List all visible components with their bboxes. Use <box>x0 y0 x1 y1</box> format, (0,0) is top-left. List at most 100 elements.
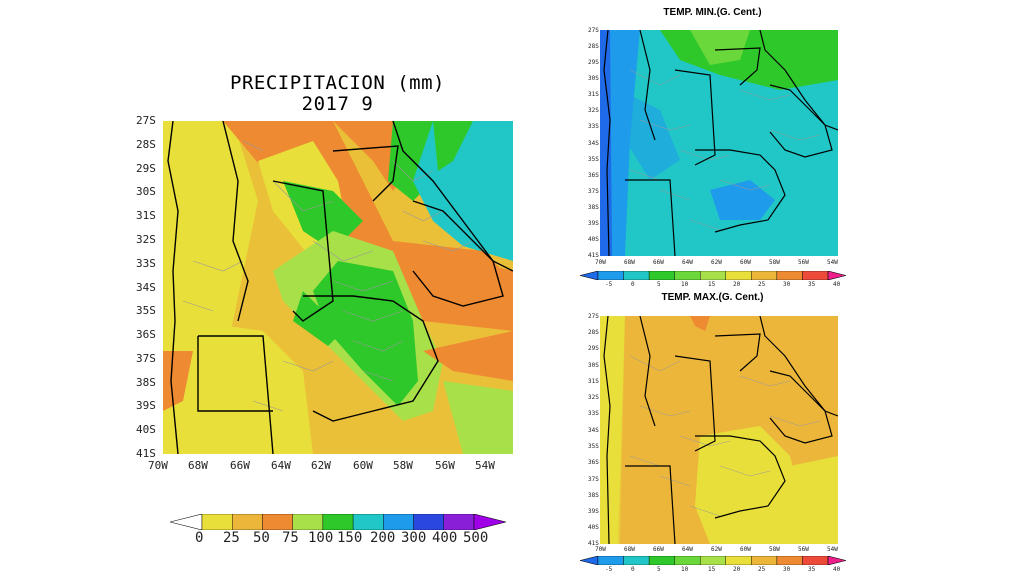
precip-map <box>163 121 513 454</box>
lon-tick: 68W <box>188 459 208 472</box>
lon-tick: 58W <box>393 459 413 472</box>
precip-lon-axis: 70W 68W 66W 64W 62W 60W 58W 56W 54W <box>148 459 518 473</box>
lat-tick: 36S <box>588 172 599 179</box>
lat-tick: 33S <box>588 410 599 417</box>
colorbar-segment <box>751 271 778 280</box>
colorbar-label: 10 <box>681 281 689 288</box>
colorbar-label: 5 <box>657 281 661 288</box>
lon-tick: 68W <box>624 259 635 266</box>
lat-tick: 35S <box>136 304 156 317</box>
colorbar-label: 150 <box>337 530 363 546</box>
tmax-colorbar <box>580 556 846 565</box>
lat-tick: 41S <box>136 447 156 460</box>
lat-tick: 33S <box>136 257 156 270</box>
lon-tick: 62W <box>711 259 722 266</box>
lat-tick: 36S <box>136 328 156 341</box>
lon-tick: 66W <box>653 259 664 266</box>
lat-tick: 38S <box>588 492 599 499</box>
lat-tick: 41S <box>588 540 599 547</box>
precip-subtitle: 2017 9 <box>301 93 374 115</box>
colorbar-label: 400 <box>432 530 458 546</box>
colorbar-segment <box>802 271 829 280</box>
tmax-map <box>600 316 838 544</box>
colorbar-segment <box>725 556 752 565</box>
colorbar-segment <box>648 556 675 565</box>
lat-tick: 37S <box>136 352 156 365</box>
lat-tick: 35S <box>588 156 599 163</box>
lon-tick: 62W <box>711 546 722 553</box>
colorbar-label: 100 <box>308 530 334 546</box>
colorbar-segment <box>700 271 726 280</box>
colorbar-start-cap <box>580 271 599 280</box>
lat-tick: 39S <box>136 399 156 412</box>
lon-tick: 66W <box>230 459 250 472</box>
lon-tick: 68W <box>624 546 635 553</box>
lat-tick: 29S <box>588 59 599 66</box>
colorbar-label: 15 <box>708 281 716 288</box>
lon-tick: 70W <box>595 259 606 266</box>
precip-title: PRECIPITACION (mm) <box>230 72 445 94</box>
lat-tick: 29S <box>588 345 599 352</box>
lat-tick: 38S <box>588 204 599 211</box>
lat-tick: 37S <box>588 476 599 483</box>
precip-colorbar <box>170 514 506 530</box>
tmin-colorbar-labels: -5 0 5 10 15 20 25 30 35 40 <box>580 281 846 289</box>
lat-tick: 37S <box>588 188 599 195</box>
colorbar-segment <box>776 271 803 280</box>
lat-tick: 35S <box>588 443 599 450</box>
lat-tick: 32S <box>588 394 599 401</box>
colorbar-label: 40 <box>833 281 841 288</box>
tmin-lat-axis: 27S 28S 29S 30S 31S 32S 33S 34S 35S 36S … <box>588 27 600 259</box>
lat-tick: 34S <box>588 427 599 434</box>
lat-tick: 36S <box>588 459 599 466</box>
tmax-colorbar-labels: -5 0 5 10 15 20 25 30 35 40 <box>580 566 846 574</box>
lon-tick: 56W <box>798 546 809 553</box>
lat-tick: 28S <box>588 329 599 336</box>
lat-tick: 38S <box>136 376 156 389</box>
lat-tick: 30S <box>588 75 599 82</box>
colorbar-start-cap <box>580 556 599 565</box>
lon-tick: 60W <box>740 259 751 266</box>
colorbar-label: 20 <box>733 566 741 573</box>
lon-tick: 62W <box>311 459 331 472</box>
colorbar-segment <box>322 514 354 530</box>
lon-tick: 58W <box>769 546 780 553</box>
lon-tick: 60W <box>740 546 751 553</box>
colorbar-segment <box>648 271 675 280</box>
colorbar-label: 30 <box>783 281 791 288</box>
colorbar-label: -5 <box>605 566 613 573</box>
lat-tick: 27S <box>588 27 599 34</box>
colorbar-label: 25 <box>223 530 240 546</box>
colorbar-label: 20 <box>733 281 741 288</box>
colorbar-segment <box>623 271 650 280</box>
colorbar-segment <box>623 556 650 565</box>
colorbar-label: 35 <box>808 566 816 573</box>
lat-tick: 32S <box>588 107 599 114</box>
colorbar-segment <box>413 514 444 530</box>
colorbar-segment <box>674 271 701 280</box>
colorbar-segment <box>352 514 384 530</box>
lat-tick: 40S <box>588 236 599 243</box>
colorbar-label: 15 <box>708 566 716 573</box>
lat-tick: 28S <box>588 43 599 50</box>
colorbar-segment <box>802 556 829 565</box>
colorbar-label: 0 <box>631 566 635 573</box>
colorbar-label: 30 <box>783 566 791 573</box>
colorbar-label: -5 <box>605 281 613 288</box>
colorbar-segment <box>262 514 293 530</box>
lat-tick: 40S <box>588 524 599 531</box>
lon-tick: 54W <box>827 259 838 266</box>
colorbar-label: 500 <box>463 530 489 546</box>
colorbar-start-cap <box>170 514 203 530</box>
colorbar-segment <box>597 556 624 565</box>
lon-tick: 70W <box>595 546 606 553</box>
colorbar-end-cap <box>827 556 846 565</box>
colorbar-segment <box>383 514 414 530</box>
tmin-lon-axis: 70W 68W 66W 64W 62W 60W 58W 56W 54W <box>595 259 845 268</box>
colorbar-label: 50 <box>253 530 270 546</box>
lon-tick: 64W <box>682 259 693 266</box>
lon-tick: 66W <box>653 546 664 553</box>
colorbar-segment <box>443 514 475 530</box>
colorbar-label: 25 <box>758 566 766 573</box>
lat-tick: 27S <box>136 114 156 127</box>
